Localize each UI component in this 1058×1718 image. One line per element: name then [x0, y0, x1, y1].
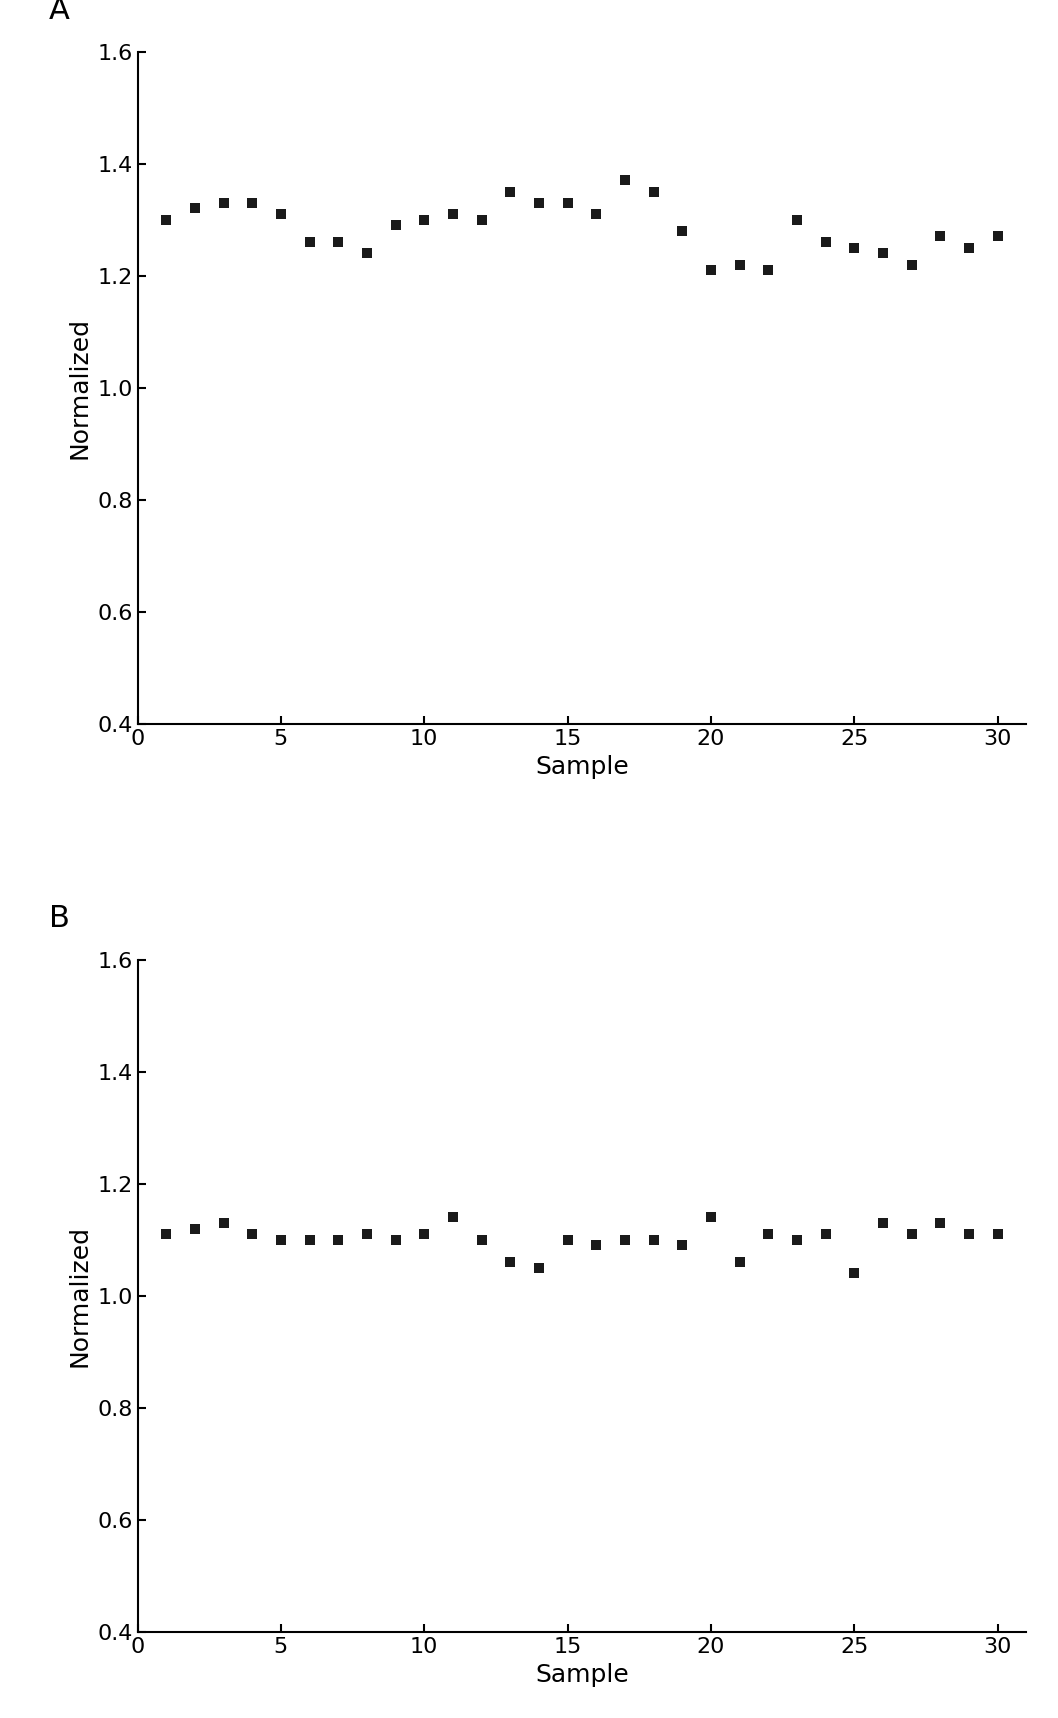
Point — [731, 251, 748, 278]
Point — [416, 1220, 433, 1247]
Point — [617, 1227, 634, 1254]
Point — [989, 223, 1006, 251]
Point — [473, 206, 490, 234]
Point — [731, 1249, 748, 1276]
Point — [387, 1227, 404, 1254]
Point — [387, 211, 404, 239]
Point — [674, 1232, 691, 1259]
X-axis label: Sample: Sample — [535, 754, 628, 778]
Point — [904, 251, 920, 278]
Point — [588, 1232, 605, 1259]
Point — [559, 1227, 576, 1254]
Point — [501, 179, 518, 206]
Point — [444, 1204, 461, 1232]
Point — [760, 1220, 777, 1247]
X-axis label: Sample: Sample — [535, 1663, 628, 1687]
Point — [875, 1209, 892, 1237]
Point — [330, 1227, 347, 1254]
Point — [817, 228, 834, 256]
Point — [788, 206, 805, 234]
Y-axis label: Normalized: Normalized — [68, 1225, 92, 1368]
Point — [302, 228, 318, 256]
Point — [158, 1220, 175, 1247]
Point — [703, 1204, 719, 1232]
Point — [272, 1227, 289, 1254]
Point — [645, 179, 662, 206]
Point — [243, 1220, 260, 1247]
Point — [617, 167, 634, 194]
Point — [932, 223, 949, 251]
Point — [501, 1249, 518, 1276]
Point — [473, 1227, 490, 1254]
Point — [760, 256, 777, 283]
Point — [272, 201, 289, 228]
Point — [186, 1215, 203, 1242]
Point — [243, 189, 260, 216]
Text: B: B — [49, 904, 70, 933]
Point — [416, 206, 433, 234]
Point — [215, 189, 232, 216]
Point — [530, 1254, 547, 1282]
Point — [330, 228, 347, 256]
Point — [215, 1209, 232, 1237]
Point — [530, 189, 547, 216]
Point — [359, 1220, 376, 1247]
Point — [703, 256, 719, 283]
Point — [588, 201, 605, 228]
Point — [989, 1220, 1006, 1247]
Point — [904, 1220, 920, 1247]
Point — [961, 234, 978, 261]
Point — [932, 1209, 949, 1237]
Point — [186, 194, 203, 222]
Point — [845, 234, 862, 261]
Point — [817, 1220, 834, 1247]
Text: A: A — [49, 0, 70, 24]
Point — [645, 1227, 662, 1254]
Point — [788, 1227, 805, 1254]
Point — [961, 1220, 978, 1247]
Point — [845, 1259, 862, 1287]
Point — [359, 239, 376, 266]
Y-axis label: Normalized: Normalized — [68, 316, 92, 459]
Point — [158, 206, 175, 234]
Point — [875, 239, 892, 266]
Point — [559, 189, 576, 216]
Point — [444, 201, 461, 228]
Point — [674, 216, 691, 244]
Point — [302, 1227, 318, 1254]
